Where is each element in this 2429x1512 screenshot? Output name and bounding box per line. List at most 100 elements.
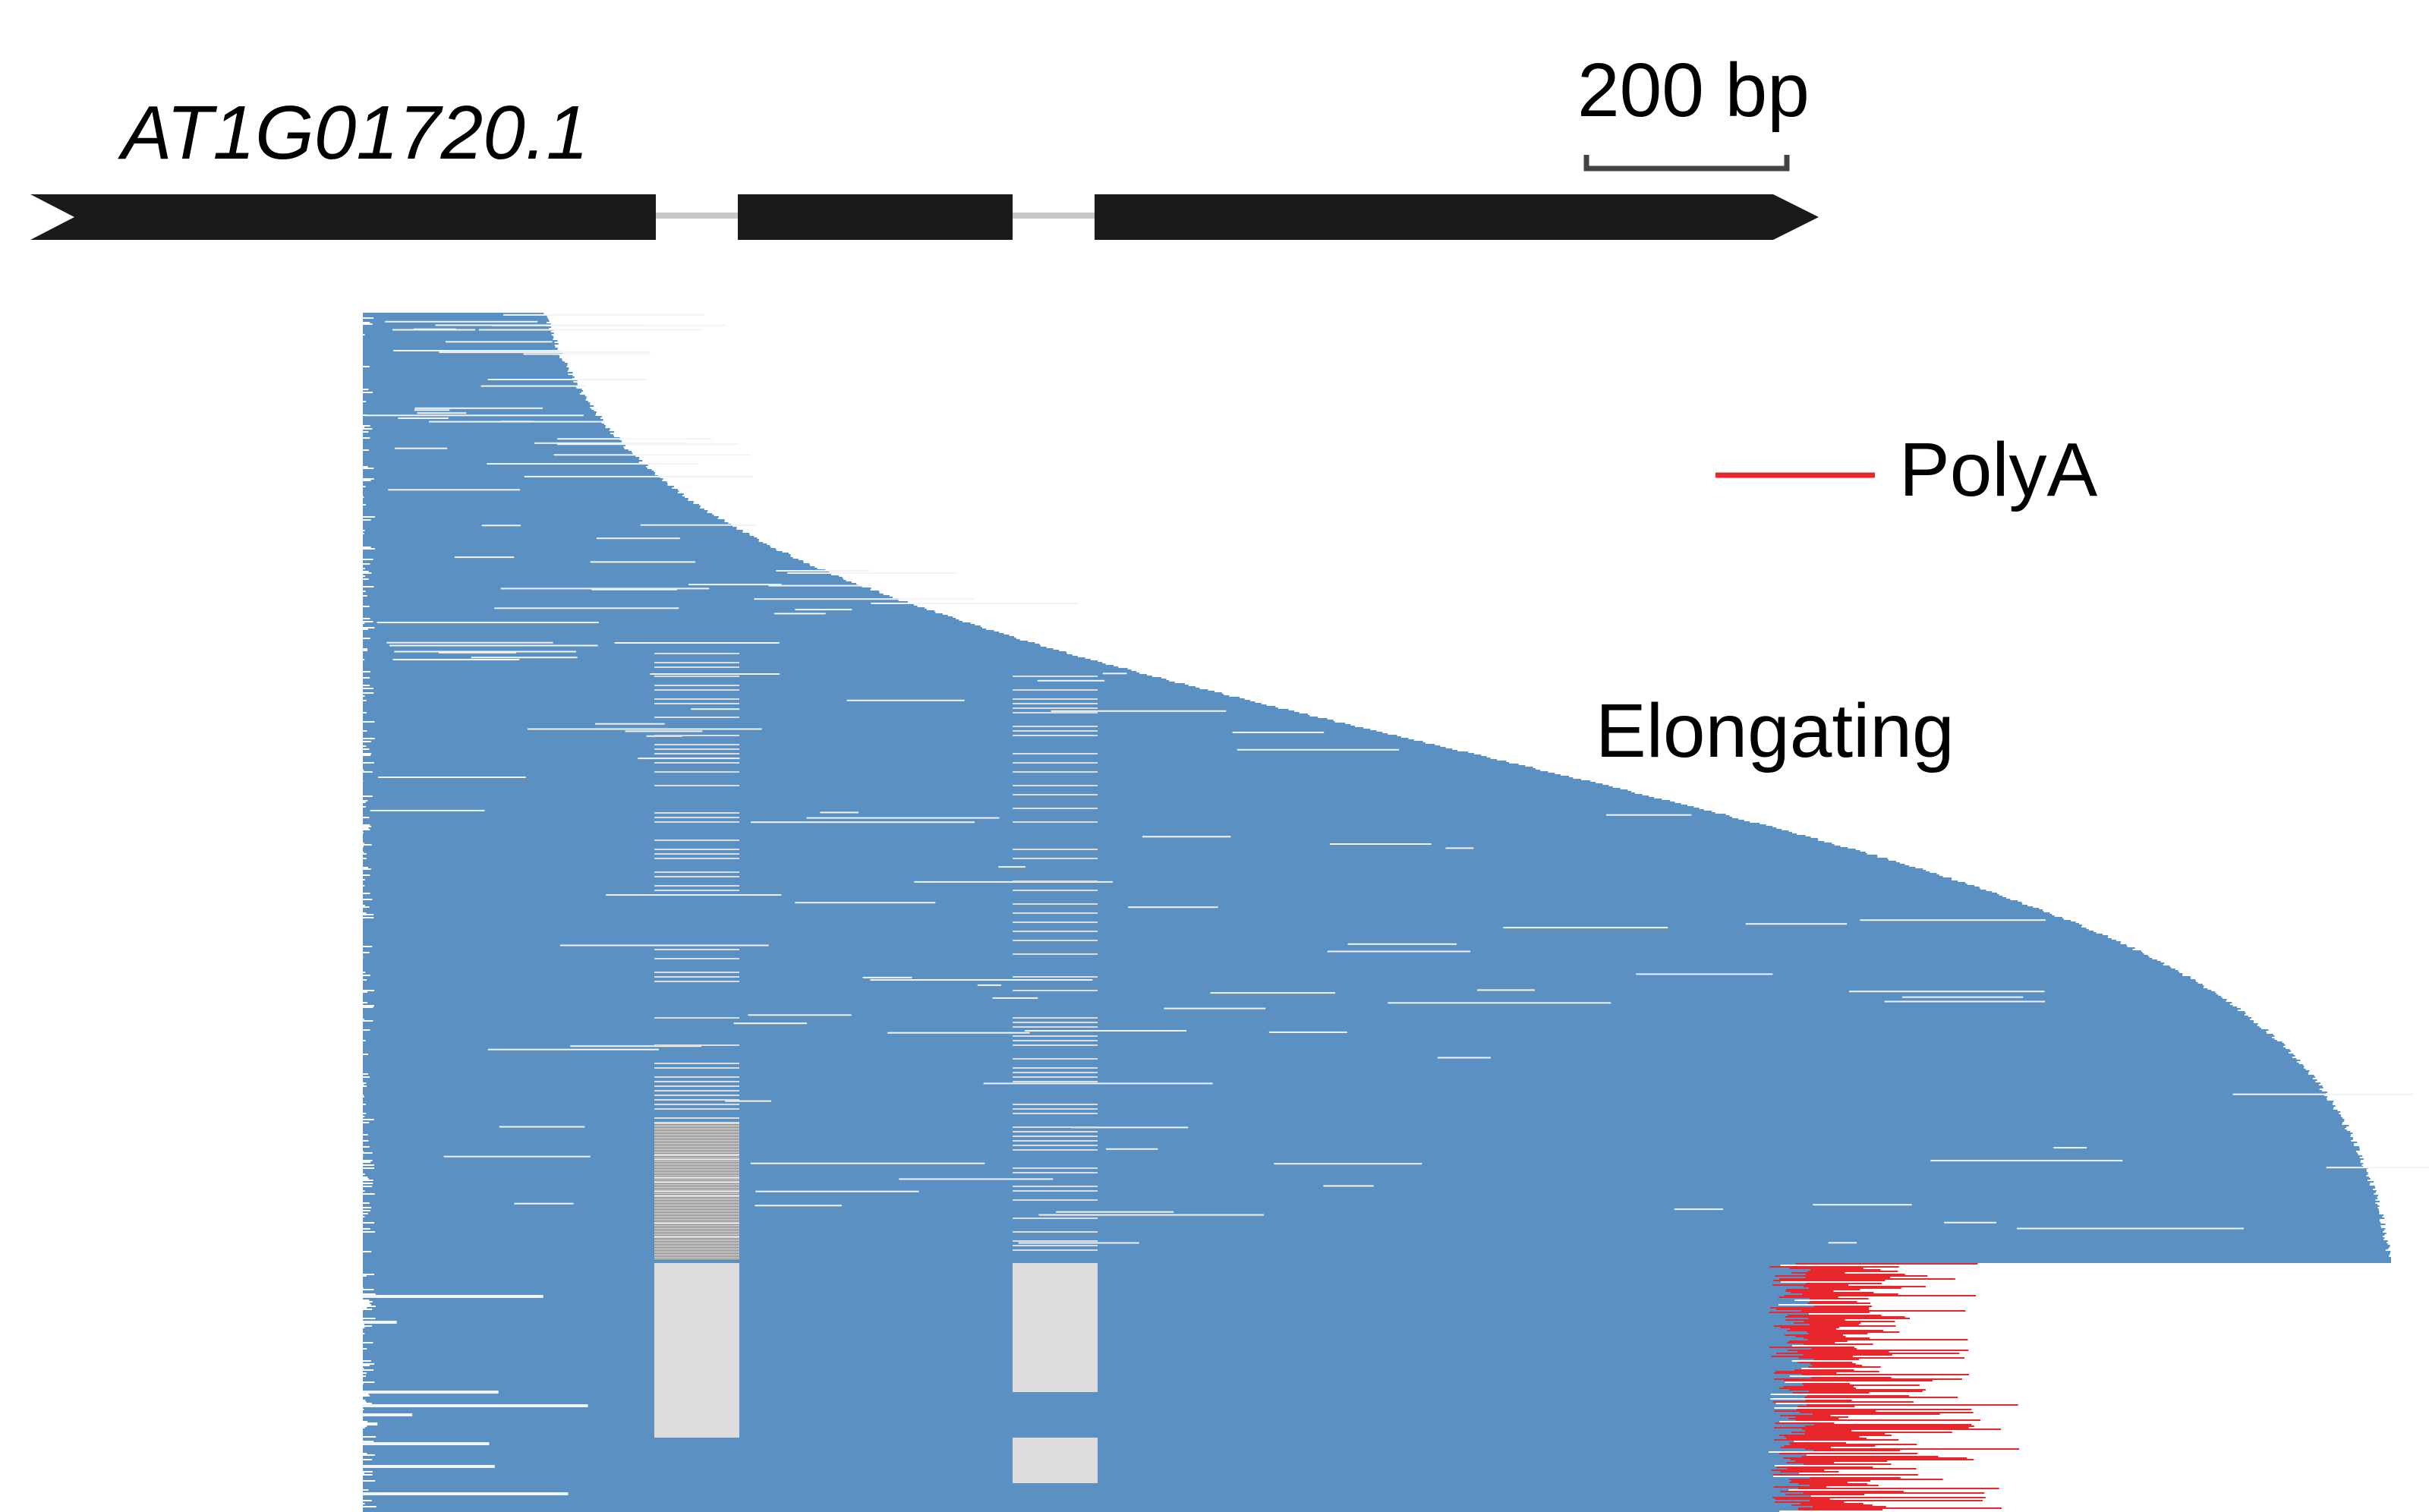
read	[371, 1207, 2378, 1208]
read-gap	[1605, 814, 1692, 816]
polya-tail	[1773, 1378, 1962, 1380]
read	[363, 1237, 2385, 1239]
spliced-intron-line	[1013, 1040, 1098, 1041]
read-gap	[1025, 1030, 1186, 1032]
polya-tail	[1788, 1482, 1848, 1483]
spliced-intron-block	[1013, 1438, 1098, 1483]
read	[363, 934, 2103, 935]
read	[364, 496, 685, 498]
read	[363, 1126, 2347, 1128]
spliced-intron-line	[654, 839, 739, 841]
spliced-intron-line	[654, 849, 739, 850]
read	[363, 1057, 2292, 1058]
polya-tail	[1796, 1409, 1972, 1410]
read-gap	[640, 524, 756, 526]
read	[363, 370, 568, 372]
read	[369, 1122, 2343, 1123]
polya-tail	[1797, 1351, 1889, 1353]
intron-line-1	[653, 213, 741, 219]
read	[365, 1400, 1805, 1401]
polya-tail	[1800, 1310, 1966, 1312]
read	[363, 739, 1414, 741]
read	[363, 880, 1958, 882]
read	[363, 776, 1570, 777]
read	[363, 313, 544, 314]
spliced-intron-line	[1013, 931, 1098, 932]
read	[363, 1412, 1800, 1413]
read	[363, 597, 893, 598]
spliced-intron-line	[654, 1132, 739, 1133]
read-gap	[691, 708, 740, 710]
read	[363, 703, 1262, 704]
read-gap	[1327, 950, 1470, 953]
elongating-label: Elongating	[1596, 688, 1955, 773]
read-gap	[748, 1014, 852, 1016]
read	[363, 815, 1730, 817]
spliced-intron-block	[1013, 1263, 1098, 1392]
polya-tail	[1787, 1350, 1969, 1351]
read	[363, 1172, 2368, 1173]
read	[363, 512, 707, 513]
read-gap	[363, 1413, 413, 1416]
read	[363, 902, 2022, 903]
read	[363, 856, 1878, 858]
read	[363, 732, 1383, 733]
read-gap	[1476, 989, 1536, 991]
read	[363, 849, 1856, 850]
read-gap	[1102, 673, 1127, 675]
read	[363, 1224, 2386, 1225]
spliced-intron-line	[1013, 858, 1098, 859]
spliced-intron-line	[654, 1246, 739, 1247]
read	[370, 754, 1482, 756]
read	[363, 697, 1240, 698]
read	[363, 1037, 2273, 1038]
read	[363, 501, 694, 502]
spliced-intron-line	[654, 949, 739, 950]
read	[363, 940, 2116, 941]
spliced-intron-line	[654, 1146, 739, 1147]
read	[363, 779, 1581, 780]
spliced-intron-line	[1013, 1067, 1098, 1069]
spliced-intron-line	[654, 1178, 739, 1179]
read	[366, 712, 1300, 713]
read	[363, 1433, 1805, 1435]
spliced-intron-line	[654, 1211, 739, 1212]
read	[363, 440, 622, 442]
read-gap	[899, 1178, 1054, 1180]
read-gap	[492, 324, 726, 326]
read	[363, 390, 584, 392]
read	[373, 559, 799, 560]
read	[367, 650, 1060, 651]
read	[363, 580, 846, 581]
polya-tail	[1795, 1460, 1888, 1462]
spliced-intron-line	[654, 1213, 739, 1214]
read-gap	[1128, 906, 1218, 909]
spliced-intron-line	[654, 753, 739, 754]
polya-tail	[1780, 1471, 1839, 1473]
spliced-intron-line	[654, 785, 739, 786]
read	[363, 600, 899, 601]
read	[363, 1014, 2245, 1016]
read	[363, 908, 2040, 909]
spliced-intron-line	[1013, 1081, 1098, 1082]
polya-tail	[1791, 1480, 1871, 1482]
read-gap	[417, 412, 467, 414]
read	[364, 1427, 1774, 1429]
read-gap	[590, 561, 696, 563]
read	[363, 1234, 2385, 1236]
read-gap	[363, 1465, 495, 1468]
read	[363, 1028, 2261, 1029]
read-gap	[1268, 1031, 1347, 1033]
read-gap	[363, 1404, 588, 1407]
spliced-intron-line	[1013, 1231, 1098, 1233]
polya-tail	[1792, 1392, 1870, 1394]
read-gap	[393, 350, 564, 351]
spliced-intron-line	[654, 1123, 739, 1124]
polya-tail	[1779, 1327, 1840, 1328]
read-gap	[392, 659, 520, 660]
polya-tail	[1780, 1491, 1904, 1492]
read	[363, 789, 1628, 791]
polya-tail	[1773, 1439, 1899, 1441]
read	[363, 1413, 1813, 1415]
read	[363, 639, 1020, 641]
